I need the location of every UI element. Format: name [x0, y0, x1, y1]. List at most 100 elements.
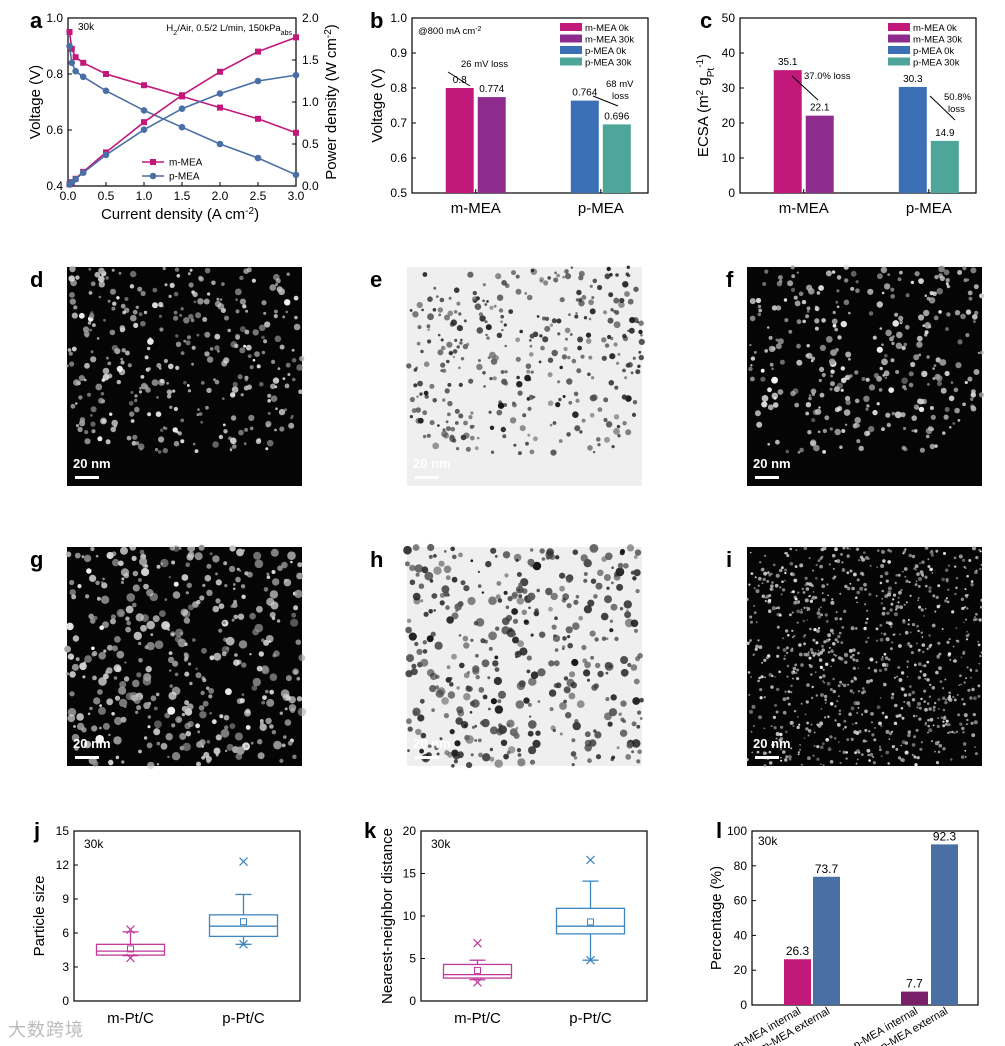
particle: [90, 414, 93, 417]
particle: [799, 748, 801, 751]
particle: [223, 429, 228, 434]
particle: [811, 392, 816, 397]
particle: [290, 707, 296, 714]
particle: [527, 406, 532, 411]
particle: [820, 708, 823, 710]
particle: [263, 587, 269, 592]
particle: [447, 382, 452, 387]
particle: [955, 730, 959, 733]
particle: [603, 417, 608, 423]
particle: [905, 325, 910, 330]
particle: [71, 312, 78, 319]
particle: [855, 762, 858, 765]
particle: [917, 676, 921, 680]
particle: [810, 723, 813, 726]
particle: [639, 697, 644, 703]
particle: [112, 558, 120, 567]
particle: [921, 664, 924, 667]
particle: [592, 278, 598, 284]
particle: [145, 665, 152, 673]
particle: [637, 710, 642, 715]
particle: [196, 761, 201, 767]
particle: [589, 284, 593, 288]
particle: [920, 608, 924, 612]
particle: [924, 608, 927, 610]
particle: [427, 328, 430, 331]
particle: [827, 633, 831, 638]
particle: [779, 359, 785, 365]
particle: [459, 662, 465, 669]
particle: [529, 333, 535, 339]
particle: [619, 297, 625, 304]
particle: [420, 349, 424, 354]
particle: [478, 359, 481, 362]
particle: [850, 706, 855, 711]
particle: [537, 668, 546, 677]
particle: [849, 689, 853, 693]
particle: [771, 581, 774, 584]
particle: [782, 697, 787, 702]
particle: [89, 328, 93, 332]
particle: [832, 323, 837, 328]
particle: [449, 322, 455, 327]
particle: [536, 315, 540, 318]
particle: [904, 575, 907, 578]
particle: [465, 446, 471, 452]
micrograph-background: [407, 267, 642, 486]
particle: [827, 715, 830, 718]
particle: [957, 694, 959, 696]
particle: [95, 734, 104, 744]
particle: [191, 290, 195, 295]
particle: [899, 270, 903, 275]
particle: [825, 662, 829, 666]
particle: [920, 741, 924, 744]
particle: [813, 652, 817, 656]
particle: [140, 624, 147, 632]
particle: [218, 628, 223, 633]
panel-b-y-tick: 0.6: [390, 151, 407, 165]
particle: [180, 418, 185, 423]
particle: [111, 268, 115, 272]
particle: [606, 266, 611, 272]
particle: [156, 396, 159, 399]
particle: [961, 726, 965, 731]
particle: [919, 706, 922, 710]
particle: [938, 666, 942, 671]
particle: [576, 368, 582, 374]
particle: [875, 627, 879, 631]
particle: [837, 656, 842, 660]
panel-a-y-tick: 0.8: [46, 67, 63, 81]
particle: [559, 585, 565, 592]
particle: [214, 379, 220, 385]
particle: [82, 675, 86, 679]
particle: [933, 315, 939, 321]
particle: [778, 670, 781, 674]
panel-a-y2-tick: 2.0: [302, 11, 319, 25]
particle: [910, 280, 915, 285]
particle: [960, 313, 966, 320]
particle: [580, 554, 588, 562]
particle: [276, 286, 283, 293]
particle: [512, 636, 519, 644]
particle: [896, 675, 898, 678]
particle: [116, 379, 122, 385]
particle: [818, 378, 822, 383]
panel-j-y-tick: 12: [56, 858, 70, 872]
particle: [159, 610, 166, 617]
particle: [106, 644, 113, 651]
particle: [90, 281, 96, 287]
particle: [750, 676, 752, 678]
particle: [265, 420, 272, 428]
particle: [857, 651, 860, 655]
particle: [130, 270, 137, 278]
particle: [839, 592, 842, 595]
particle: [98, 652, 106, 660]
particle: [902, 552, 905, 555]
particle: [928, 707, 932, 711]
particle: [633, 286, 639, 292]
particle: [832, 567, 835, 570]
particle: [572, 549, 579, 555]
particle: [296, 364, 303, 371]
particle: [138, 390, 143, 394]
particle: [472, 725, 475, 729]
